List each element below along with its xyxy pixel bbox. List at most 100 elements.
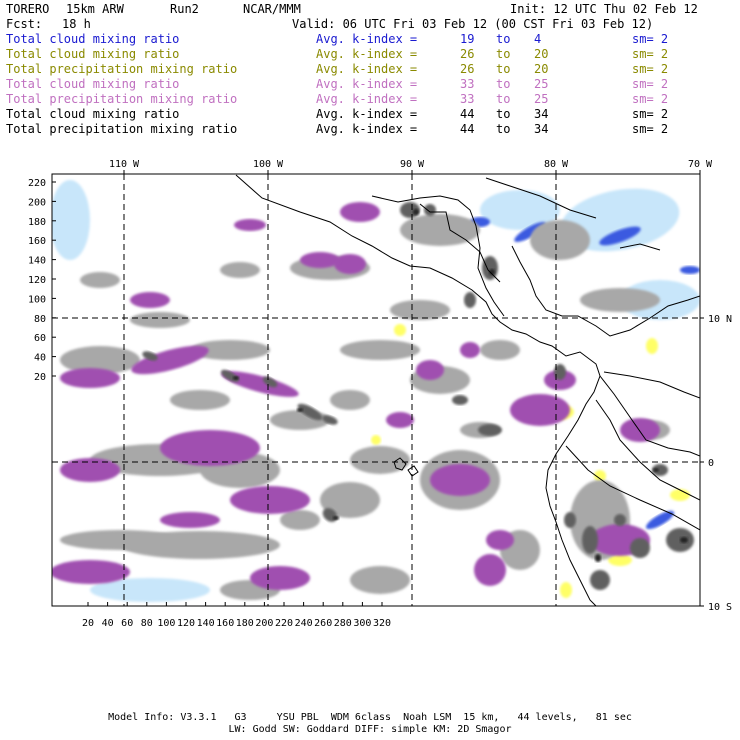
legend-sm: sm= 2 <box>632 32 669 46</box>
legend-to-word: to <box>496 107 511 121</box>
grid-lines <box>52 174 700 606</box>
x-tick-label: 220 <box>275 618 293 629</box>
legend-avg-label: Avg. k-index = <box>316 62 418 76</box>
gray-cloud <box>320 482 380 518</box>
legend-avg-label: Avg. k-index = <box>316 32 418 46</box>
border-south-america-1 <box>595 399 700 501</box>
magenta-precip <box>460 342 480 358</box>
legend-to: 4 <box>534 32 542 46</box>
magenta-precip <box>486 530 514 550</box>
legend-from: 33 <box>460 92 475 106</box>
gray-cloud <box>400 214 480 246</box>
legend-row: Total cloud mixing ratio Avg. k-index = 33… <box>6 77 734 92</box>
gray-cloud <box>60 346 140 374</box>
border-south-america-2 <box>565 445 700 531</box>
gray-cloud <box>330 390 370 410</box>
lon-label: 70 W <box>688 159 713 170</box>
dark-gray-core <box>630 538 650 558</box>
y-tick-label: 140 <box>28 256 46 267</box>
legend-to-word: to <box>496 92 511 106</box>
legend-avg-label: Avg. k-index = <box>316 47 418 61</box>
black-core <box>653 468 659 472</box>
gray-cloud <box>580 288 660 312</box>
magenta-precip <box>510 394 570 426</box>
gray-cloud <box>530 220 590 260</box>
dark-gray-core <box>424 204 436 216</box>
magenta-precip <box>130 292 170 308</box>
x-tick-label: 140 <box>197 618 215 629</box>
init-time: Init: 12 UTC Thu 02 Feb 12 <box>510 2 698 16</box>
dark-gray-core <box>482 256 498 280</box>
lat-label: 0 <box>708 458 714 469</box>
coastline-central-america <box>235 174 601 606</box>
header-row-1: TORERO 15km ARW Run2 NCAR/MMM Init: 12 U… <box>6 2 734 17</box>
magenta-precip <box>160 430 260 466</box>
gray-cloud <box>350 566 410 594</box>
blue-cloud <box>599 226 641 246</box>
gray-cloud <box>480 340 520 360</box>
magenta-precip <box>131 345 209 375</box>
legend-to-word: to <box>496 47 511 61</box>
y-tick-label: 200 <box>28 197 46 208</box>
gray-cloud <box>340 340 420 360</box>
header-row-2: Fcst: 18 h Valid: 06 UTC Fri 03 Feb 12 (… <box>6 17 734 32</box>
border-central-america <box>419 203 501 283</box>
dark-gray-core <box>262 376 278 388</box>
dark-gray-core <box>554 364 566 380</box>
legend-to: 25 <box>534 77 549 91</box>
black-core <box>680 537 688 543</box>
yellow-precip <box>670 489 690 501</box>
yellow-precip <box>594 470 606 482</box>
y-tick-label: 100 <box>28 294 46 305</box>
x-tick-label: 20 <box>82 618 94 629</box>
gray-cloud <box>280 510 320 530</box>
yellow-precip <box>394 324 406 336</box>
legend-from: 26 <box>460 62 475 76</box>
legend-from: 44 <box>460 122 475 136</box>
y-tick-label: 80 <box>34 314 46 325</box>
model-resolution: 15km ARW <box>66 2 124 16</box>
lon-label: 100 W <box>253 159 284 170</box>
gray-cloud <box>60 530 180 550</box>
magenta-precip <box>620 418 660 442</box>
coastline-caribbean <box>511 245 700 337</box>
org-label: NCAR/MMM <box>243 2 301 16</box>
legend-field: Total precipitation mixing ratio <box>6 92 238 106</box>
y-tick-label: 180 <box>28 217 46 228</box>
legend-to-word: to <box>496 77 511 91</box>
x-tick-label: 320 <box>373 618 391 629</box>
gray-cloud <box>130 312 190 328</box>
legend-sm: sm= 2 <box>632 107 669 121</box>
x-tick-label: 80 <box>141 618 153 629</box>
x-tick-label: 200 <box>255 618 273 629</box>
magenta-precip <box>250 566 310 590</box>
light-blue-cloud <box>52 180 90 260</box>
coastline-jamaica <box>619 243 661 251</box>
legend-from: 33 <box>460 77 475 91</box>
model-info-line: Model Info: V3.3.1 G3 YSU PBL WDM 6class… <box>108 712 632 723</box>
dark-gray-core <box>464 292 476 308</box>
gray-cloud <box>350 446 410 474</box>
yellow-precip <box>560 582 572 598</box>
model-name: TORERO <box>6 2 50 16</box>
magenta-precip <box>60 458 120 482</box>
legend-to: 34 <box>534 122 549 136</box>
border-south-america-3 <box>603 371 700 399</box>
magenta-precip <box>340 202 380 222</box>
legend-sm: sm= 2 <box>632 77 669 91</box>
lon-label: 90 W <box>400 159 425 170</box>
legend-from: 26 <box>460 47 475 61</box>
lon-label: 80 W <box>544 159 569 170</box>
x-tick-label: 260 <box>314 618 332 629</box>
x-tick-label: 300 <box>353 618 371 629</box>
magenta-precip <box>230 486 310 514</box>
lat-label: 10 S <box>708 602 732 613</box>
legend-row: Total cloud mixing ratio Avg. k-index = 26… <box>6 47 734 62</box>
x-tick-label: 120 <box>177 618 195 629</box>
x-tick-label: 280 <box>334 618 352 629</box>
dark-gray-core <box>582 526 598 554</box>
gray-cloud <box>390 300 450 320</box>
coastline-cuba <box>485 177 597 219</box>
coastline-south-america <box>599 375 700 457</box>
magenta-precip <box>386 412 414 428</box>
